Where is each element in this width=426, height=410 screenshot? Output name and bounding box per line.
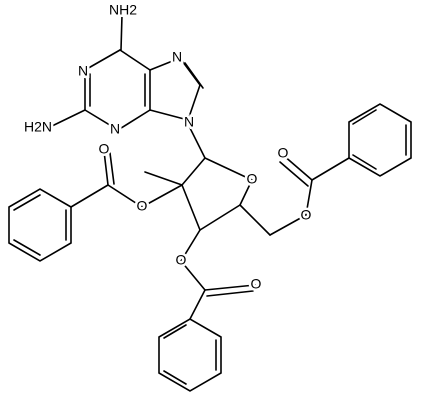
- atom-label: N: [172, 49, 182, 65]
- atom-label: NH2: [109, 2, 137, 18]
- atom-label: O: [278, 145, 289, 161]
- atom-label: H2N: [24, 119, 52, 135]
- atom-label: N: [110, 121, 120, 137]
- atom-label: N: [78, 63, 88, 79]
- bonds: [8, 14, 412, 392]
- atom-labels: NH2 H2N N N N N O O O O O O O: [21, 0, 314, 294]
- atom-label: O: [99, 141, 110, 157]
- atom-label: O: [301, 207, 312, 223]
- atom-label: O: [247, 171, 258, 187]
- atom-label: O: [251, 276, 262, 292]
- atom-label: N: [184, 114, 194, 130]
- atom-label: O: [137, 198, 148, 214]
- atom-label: O: [176, 252, 187, 268]
